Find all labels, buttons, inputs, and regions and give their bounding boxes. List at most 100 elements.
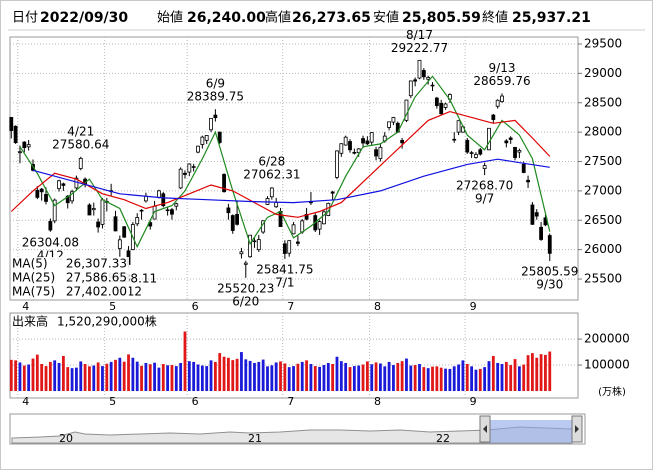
candle-body <box>469 152 474 154</box>
volume-bar <box>422 367 426 391</box>
volume-bar <box>105 363 109 391</box>
volume-bar <box>526 355 530 391</box>
legend-value: 26,307.33 <box>66 257 127 271</box>
volume-bar <box>131 357 135 391</box>
candle-body <box>252 240 257 243</box>
volume-bar <box>509 365 513 391</box>
navigator-window[interactable] <box>488 420 572 443</box>
candle-body <box>361 138 365 144</box>
candle-body <box>513 147 517 158</box>
volume-bar <box>174 366 178 391</box>
volume-bar <box>457 364 460 391</box>
volume-bar <box>461 360 465 391</box>
candle-body <box>157 190 161 198</box>
volume-bar <box>287 367 291 391</box>
annotation-price: 28389.75 <box>187 90 244 104</box>
volume-bar <box>352 366 356 391</box>
volume-bar <box>370 364 374 391</box>
candle-body <box>204 135 209 141</box>
x-tick-label: 7 <box>287 300 294 313</box>
y-tick-label: 200000 <box>584 332 630 346</box>
candle-body <box>78 157 83 169</box>
y-tick-label: 28000 <box>584 125 622 139</box>
volume-bar <box>200 365 204 391</box>
volume-bar <box>222 356 226 391</box>
candle-body <box>287 240 292 254</box>
y-tick-label: 29500 <box>584 36 622 50</box>
volume-bar <box>335 356 339 391</box>
volume-bar <box>22 365 26 391</box>
volume-bar <box>235 358 239 391</box>
candle-body <box>365 140 370 145</box>
volume-bar <box>109 361 113 391</box>
candle-body <box>417 59 422 79</box>
candle-body <box>547 235 552 254</box>
candle-body <box>122 226 127 238</box>
volume-bar <box>400 361 404 391</box>
ma-line <box>32 158 550 204</box>
volume-bar <box>231 360 235 391</box>
volume-bar <box>483 367 487 391</box>
candle-body <box>426 77 431 80</box>
annotation-date: 9/13 <box>489 61 516 75</box>
volume-bar <box>487 361 491 391</box>
volume-bar <box>305 360 308 391</box>
y-tick-label: 27500 <box>584 154 622 168</box>
candle-body <box>235 213 239 225</box>
volume-bar <box>244 359 248 391</box>
candle-body <box>213 114 218 119</box>
header-label: 終値 <box>482 10 508 26</box>
volume-bar <box>331 364 335 391</box>
ma-line <box>10 110 551 218</box>
volume-bar <box>465 364 469 391</box>
volume-bar <box>18 362 22 391</box>
volume-bar <box>92 365 96 391</box>
candle-body <box>91 208 96 211</box>
x-tick-label: 6 <box>192 395 199 408</box>
volume-bar <box>196 364 200 391</box>
legend-value: 27,586.65 <box>66 271 127 285</box>
legend-name: MA(5) <box>12 257 48 271</box>
volume-bar <box>491 355 495 391</box>
volume-bar <box>539 354 543 391</box>
volume-value: 1,520,290,000株 <box>57 314 157 329</box>
volume-bar <box>470 366 474 391</box>
candle-body <box>70 191 74 202</box>
candle-body <box>161 193 166 207</box>
volume-bar <box>240 352 243 391</box>
candle-body <box>243 262 248 265</box>
candle-body <box>295 241 300 244</box>
candle-body <box>139 209 144 212</box>
volume-bar <box>292 366 295 391</box>
header-label: 日付 <box>12 11 38 26</box>
candle-body <box>526 179 530 183</box>
candle-body <box>187 163 192 173</box>
candle-body <box>96 221 101 228</box>
x-tick-label: 4 <box>22 395 29 408</box>
x-tick-label: 8 <box>374 395 381 408</box>
candle-body <box>196 145 200 153</box>
y-tick-label: 100000 <box>584 358 630 372</box>
volume-bar <box>513 359 517 391</box>
volume-bar <box>118 357 122 391</box>
header-label: 高値 <box>265 10 291 26</box>
annotation-price: 29222.77 <box>391 41 448 55</box>
volume-bar <box>75 367 78 391</box>
candle-body <box>248 234 253 258</box>
volume-bar <box>448 368 452 391</box>
volume-bar <box>257 361 261 391</box>
y-tick-label: 26000 <box>584 242 622 256</box>
header-label: 安値 <box>373 10 399 26</box>
candle-body <box>317 221 322 230</box>
volume-bar <box>83 364 87 391</box>
candle-body <box>465 139 470 153</box>
volume-bar <box>161 364 165 391</box>
volume-bar <box>57 362 61 391</box>
volume-bar <box>35 354 39 391</box>
legend-name: MA(25) <box>12 271 55 285</box>
candle-body <box>13 125 18 144</box>
candle-body <box>57 180 61 189</box>
candle-body <box>352 152 357 154</box>
volume-bar <box>535 357 539 391</box>
